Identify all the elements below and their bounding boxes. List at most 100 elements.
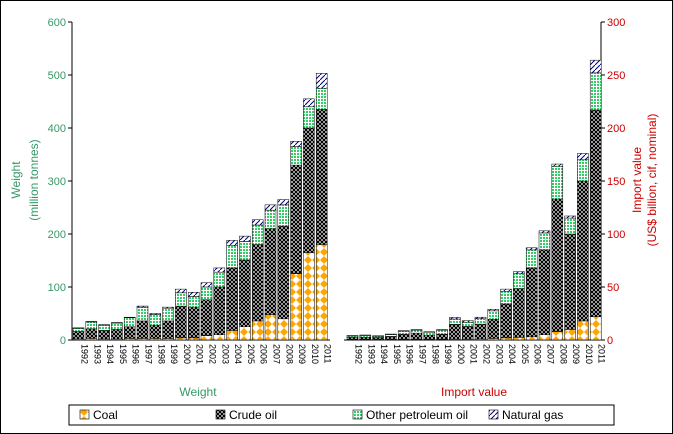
import-xtick-label-2011: 2011	[597, 344, 607, 363]
import-ytick-label: 150	[607, 176, 625, 188]
weight-bar-crude-oil-1998	[149, 324, 162, 339]
weight-ytick-label: 600	[48, 17, 66, 29]
left-ylabel: Weight	[9, 161, 23, 199]
import-bar-crude-oil-1996	[397, 333, 410, 340]
import-ytick-label: 50	[607, 282, 619, 294]
legend-swatch-other-petroleum-oil	[352, 409, 363, 420]
weight-bar-crude-oil-1999	[162, 320, 174, 339]
weight-ytick-label: 100	[48, 282, 66, 294]
weight-bar-natural-gas-2005	[239, 235, 251, 242]
weight-bar-natural-gas-1992	[72, 327, 85, 329]
import-bar-crude-oil-2008	[551, 198, 564, 332]
weight-bar-natural-gas-2008	[277, 199, 290, 206]
weight-xtick-label-1994: 1994	[105, 344, 115, 364]
left-ylabel-units: (million tonnes)	[27, 139, 41, 220]
weight-xtick-label-1998: 1998	[156, 344, 166, 364]
import-xtick-label-2007: 2007	[546, 344, 556, 364]
import-bar-natural-gas-2008	[551, 163, 564, 167]
import-bar-natural-gas-2000	[449, 317, 461, 320]
weight-bar-coal-2009	[290, 273, 302, 341]
weight-bar-coal-2011	[315, 244, 328, 341]
weight-bar-other-petroleum-oil-1996	[123, 317, 136, 327]
legend-label-other-petroleum-oil: Other petroleum oil	[366, 408, 468, 422]
import-bar-natural-gas-1994	[372, 335, 384, 337]
weight-xtick-label-2003: 2003	[220, 344, 230, 364]
weight-xtick-label-2011: 2011	[323, 344, 333, 363]
import-bar-coal-2006	[525, 336, 538, 341]
legend-swatch-crude-oil	[215, 409, 226, 420]
weight-xtick-label-2005: 2005	[246, 344, 256, 364]
weight-xtick-label-1995: 1995	[118, 344, 128, 364]
weight-bar-natural-gas-2010	[303, 98, 315, 108]
import-bar-coal-2008	[551, 331, 564, 341]
legend-item-natural-gas: Natural gas	[488, 408, 563, 422]
weight-bar-natural-gas-2009	[290, 141, 302, 147]
import-xtick-label-2001: 2001	[469, 344, 479, 364]
weight-bar-crude-oil-2004	[226, 267, 238, 331]
import-bar-natural-gas-2005	[513, 271, 525, 275]
weight-bar-coal-2005	[239, 326, 251, 341]
import-bar-crude-oil-2011	[589, 109, 602, 317]
weight-bar-other-petroleum-oil-2003	[213, 271, 226, 288]
weight-xtick-label-2004: 2004	[233, 344, 243, 364]
import-bar-crude-oil-2004	[500, 303, 512, 339]
import-bar-natural-gas-2004	[500, 288, 512, 292]
weight-xtick-label-2007: 2007	[272, 344, 282, 364]
weight-bar-other-petroleum-oil-2005	[239, 241, 251, 261]
weight-bar-natural-gas-1993	[85, 321, 98, 323]
weight-bar-crude-oil-2006	[251, 244, 264, 322]
import-ytick-label: 100	[607, 229, 625, 241]
weight-bar-coal-2008	[277, 318, 290, 341]
import-xtick-label-2000: 2000	[456, 344, 466, 364]
weight-bar-crude-oil-2003	[213, 286, 226, 335]
import-bar-crude-oil-1992	[346, 337, 359, 340]
weight-ytick-label: 0	[60, 335, 66, 347]
weight-bar-crude-oil-1994	[98, 330, 110, 340]
import-bar-other-petroleum-oil-2000	[449, 318, 461, 325]
import-bar-natural-gas-2002	[474, 316, 487, 320]
weight-bar-other-petroleum-oil-1992	[72, 328, 85, 332]
weight-bar-natural-gas-2002	[200, 282, 213, 288]
import-bar-other-petroleum-oil-2010	[577, 159, 589, 182]
import-bar-other-petroleum-oil-2003	[487, 310, 500, 320]
import-bar-other-petroleum-oil-2009	[564, 217, 576, 235]
weight-bar-other-petroleum-oil-2006	[251, 224, 264, 245]
weight-bar-other-petroleum-oil-2009	[290, 146, 302, 166]
weight-bar-crude-oil-1992	[72, 331, 85, 340]
weight-bar-crude-oil-2002	[200, 299, 213, 337]
weight-bar-crude-oil-1996	[123, 326, 136, 339]
import-bar-other-petroleum-oil-2001	[461, 321, 474, 327]
weight-bar-natural-gas-2001	[187, 292, 200, 297]
import-bar-crude-oil-1999	[436, 333, 448, 340]
weight-bar-natural-gas-2000	[175, 288, 187, 294]
import-bar-other-petroleum-oil-1997	[410, 329, 423, 334]
weight-bar-crude-oil-2000	[175, 305, 187, 339]
weight-bar-natural-gas-1999	[162, 306, 174, 309]
weight-bar-other-petroleum-oil-2004	[226, 245, 238, 269]
weight-xtick-label-2001: 2001	[195, 344, 205, 364]
import-bar-natural-gas-1996	[397, 330, 410, 332]
import-bar-crude-oil-2010	[577, 180, 589, 322]
weight-bar-natural-gas-1997	[136, 305, 149, 308]
import-xtick-label-1995: 1995	[392, 344, 402, 364]
weight-bar-crude-oil-2005	[239, 259, 251, 327]
weight-xtick-label-2000: 2000	[182, 344, 192, 364]
import-bar-crude-oil-2003	[487, 319, 500, 339]
import-bar-other-petroleum-oil-2007	[538, 232, 551, 251]
weight-xtick-label-1996: 1996	[131, 344, 141, 364]
weight-bar-crude-oil-1993	[85, 328, 98, 339]
weight-bar-other-petroleum-oil-2008	[277, 204, 290, 227]
weight-ytick-label: 500	[48, 70, 66, 82]
import-xtick-label-2009: 2009	[571, 344, 581, 364]
legend-swatch-natural-gas	[488, 409, 499, 420]
legend-item-coal: Coal	[79, 408, 118, 422]
weight-xtick-label-2009: 2009	[297, 344, 307, 364]
weight-xtick-label-2008: 2008	[284, 344, 294, 364]
weight-bar-other-petroleum-oil-1999	[162, 307, 174, 322]
import-bar-other-petroleum-oil-2006	[525, 249, 538, 269]
weight-bar-crude-oil-2001	[187, 306, 200, 339]
import-bar-crude-oil-1997	[410, 332, 423, 340]
right-xlabel: Import value	[441, 385, 507, 399]
